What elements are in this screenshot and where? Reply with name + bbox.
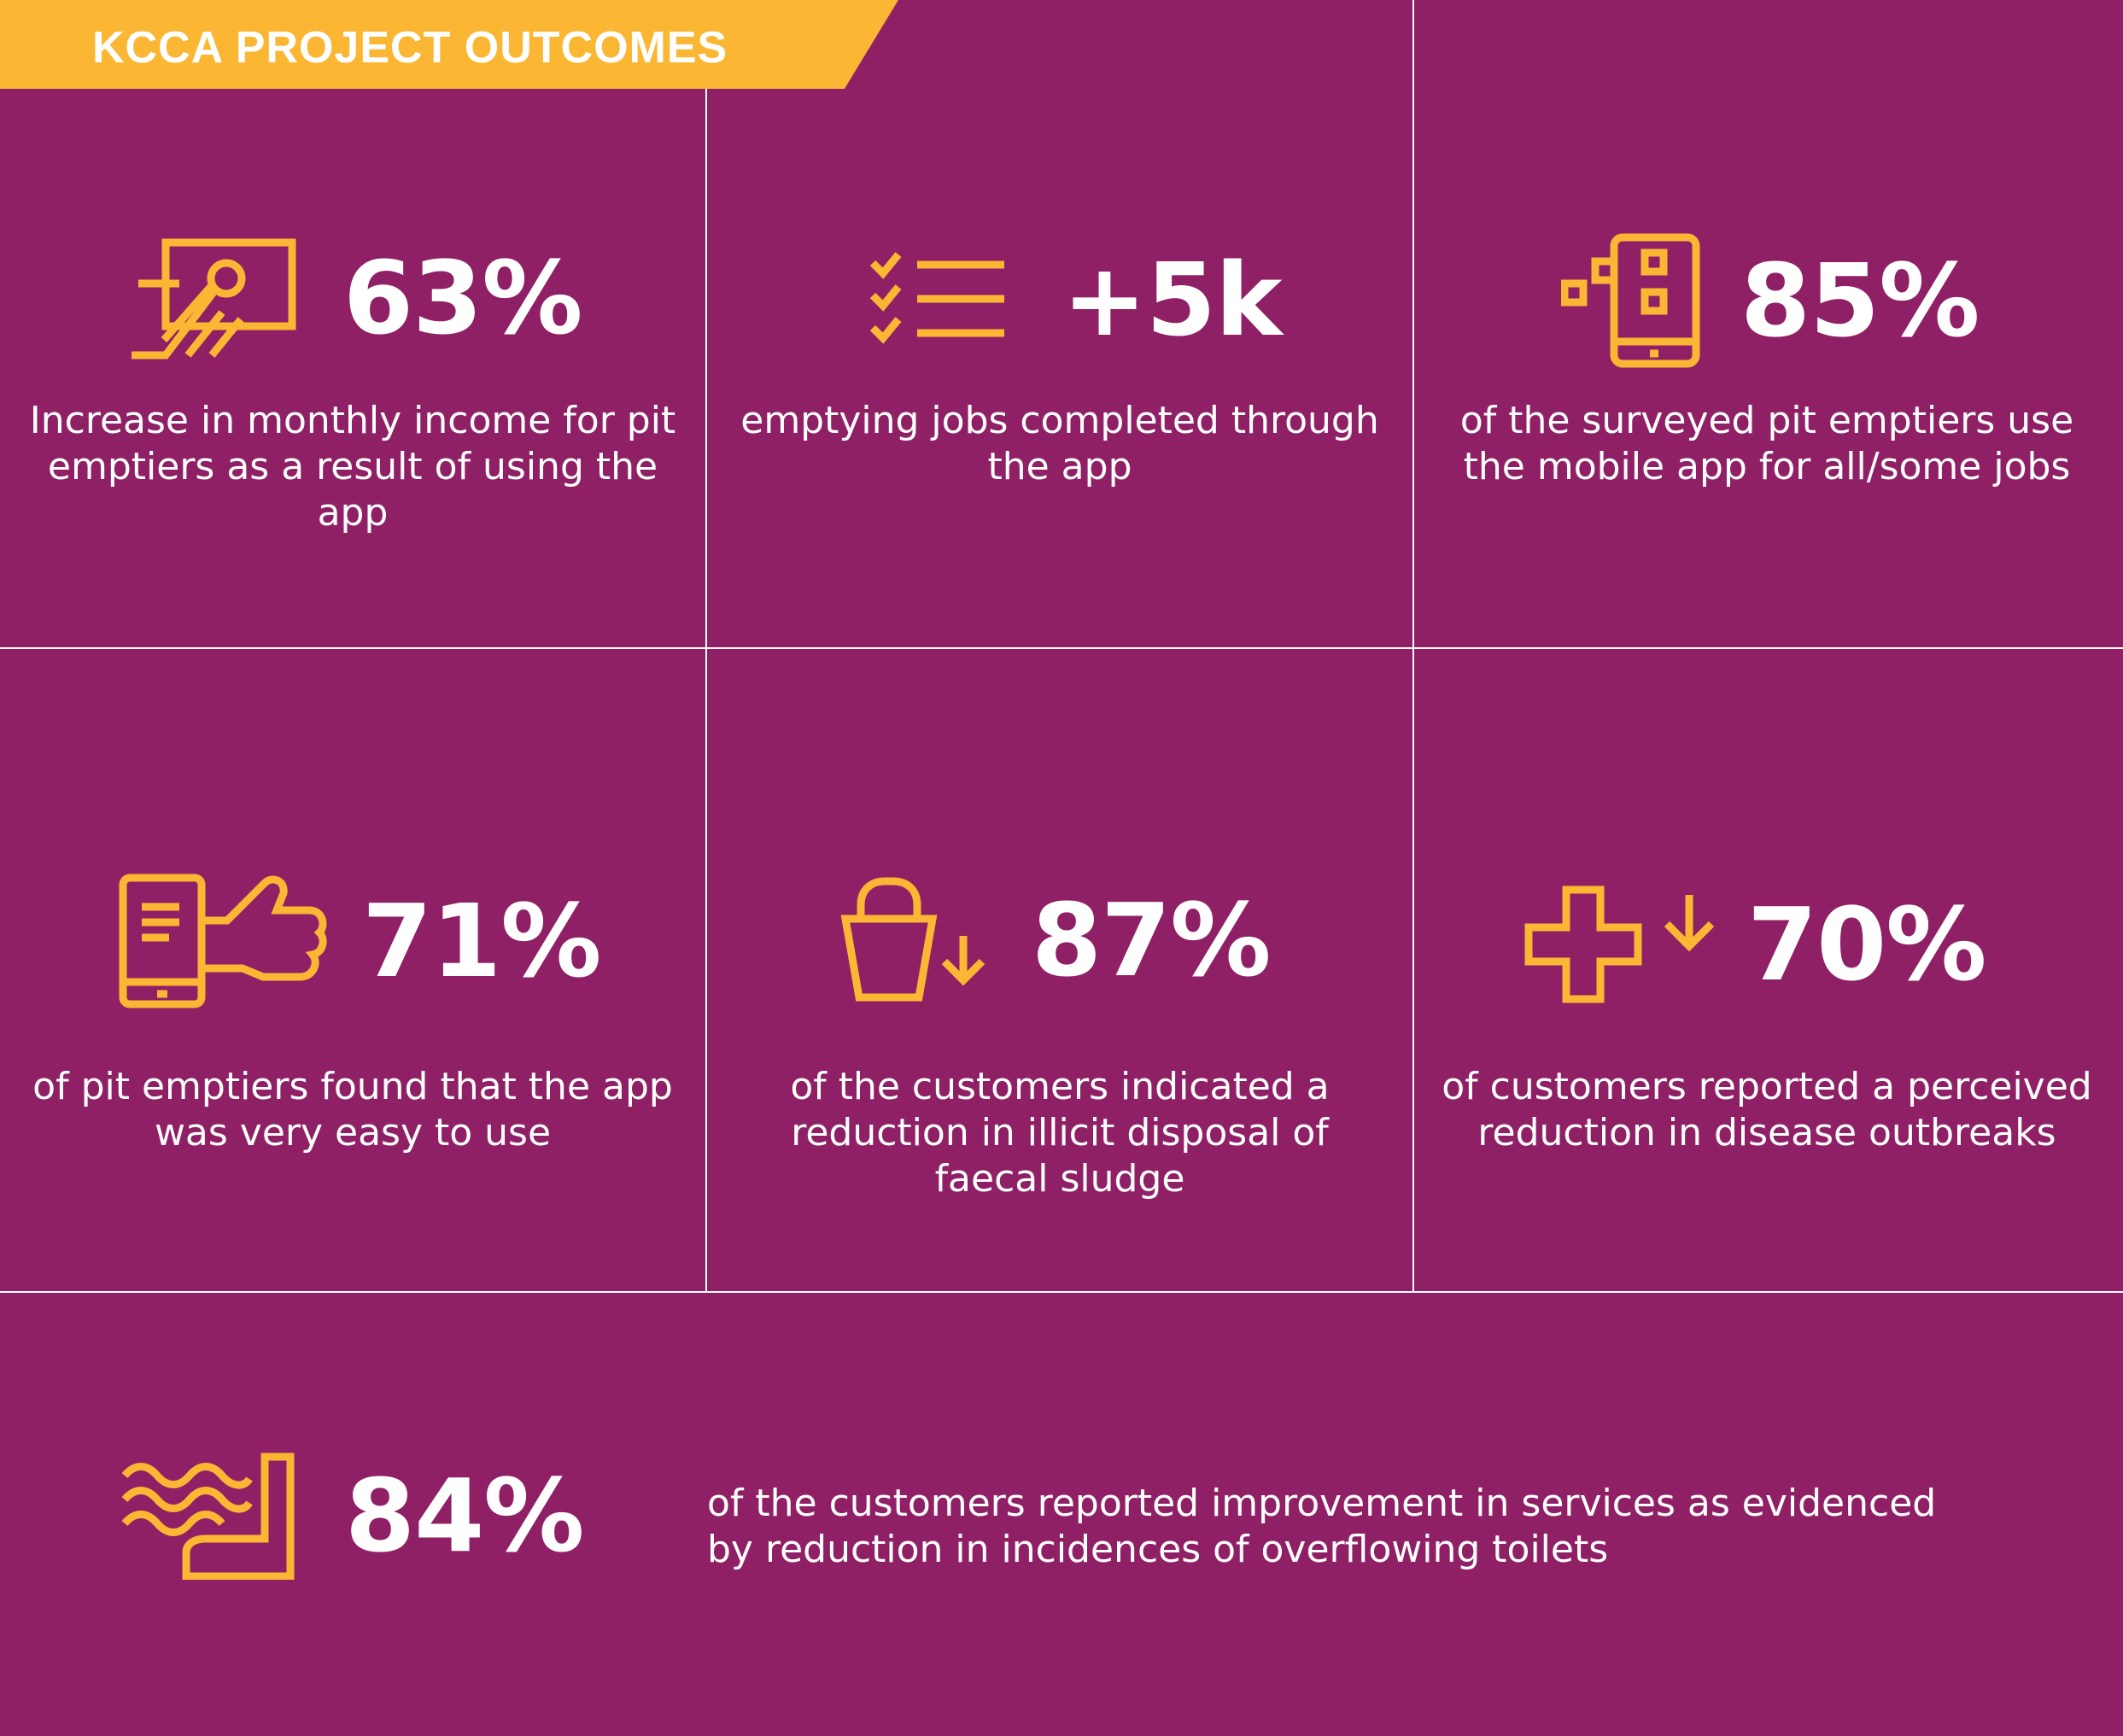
divider (0, 647, 2123, 649)
stat-card: 84% of the customers reported improvemen… (0, 1293, 2123, 1736)
mobile-app-icon (1561, 233, 1700, 368)
page-title: KCCA PROJECT OUTCOMES (92, 23, 728, 73)
stat-card: 85% of the surveyed pit emptiers use the… (1414, 89, 2120, 647)
stat-value: 85% (1740, 242, 1980, 359)
phone-thumbs-up-icon (119, 874, 327, 1008)
stat-value: 84% (345, 1457, 584, 1575)
stat-description: emptying jobs completed through the app (740, 399, 1379, 488)
money-hand-icon (132, 238, 296, 359)
stat-value: 87% (1032, 881, 1271, 999)
stat-card: 70% of customers reported a perceived re… (1414, 649, 2120, 1291)
stat-description: of customers reported a perceived reduct… (1442, 1065, 2092, 1154)
bucket-down-icon (840, 877, 985, 1002)
stat-value: 71% (362, 882, 601, 1000)
header-banner (0, 0, 898, 89)
stat-value: 70% (1747, 886, 1986, 1003)
overflowing-toilet-icon (121, 1453, 295, 1580)
stat-value: 63% (343, 239, 582, 357)
divider (705, 89, 707, 1293)
stat-description: of the surveyed pit emptiers use the mob… (1459, 399, 2074, 488)
stat-description: of the customers indicated a reduction i… (790, 1065, 1330, 1201)
stat-value: +5k (1062, 241, 1282, 359)
stat-card: 87% of the customers indicated a reducti… (707, 649, 1412, 1291)
stat-card: 63% Increase in monthly income for pit e… (0, 89, 705, 647)
stat-description: Increase in monthly income for pit empti… (29, 399, 676, 535)
divider (1412, 0, 1414, 1293)
stat-description: of pit emptiers found that the app was v… (32, 1065, 673, 1154)
stat-description: of the customers reported improvement in… (707, 1482, 1937, 1571)
divider (0, 1291, 2123, 1293)
health-cross-down-icon (1524, 886, 1715, 1003)
checklist-icon (869, 252, 1004, 344)
stat-card: 71% of pit emptiers found that the app w… (0, 649, 705, 1291)
stat-card: +5k emptying jobs completed through the … (707, 89, 1412, 647)
